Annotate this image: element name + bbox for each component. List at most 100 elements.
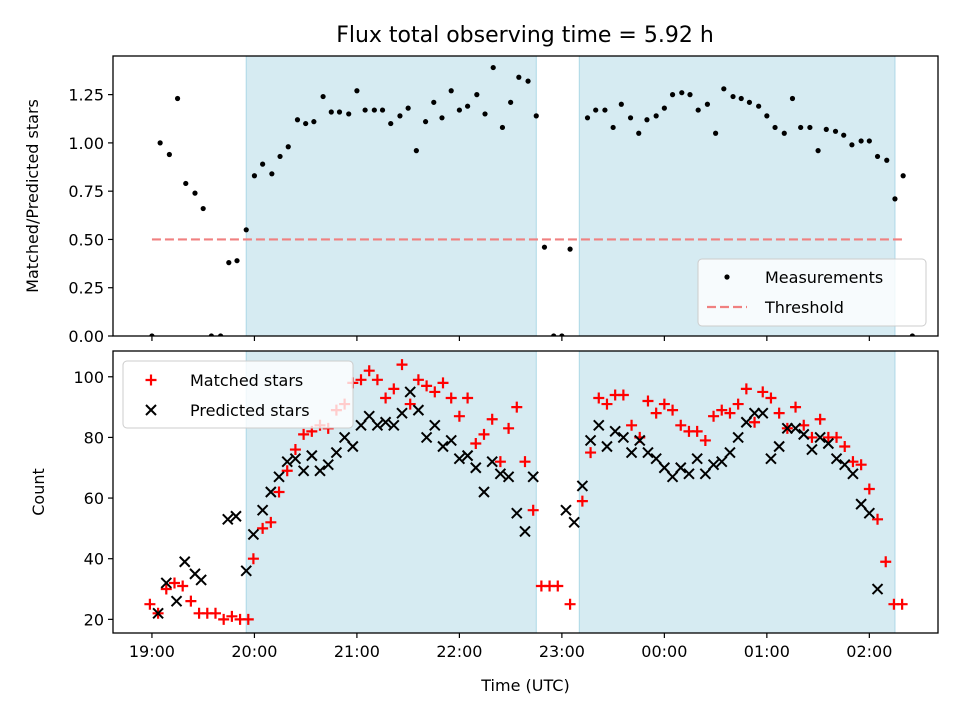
- measurement-point: [464, 103, 471, 109]
- measurement-point: [525, 78, 531, 84]
- matched-star-point: [740, 383, 752, 395]
- predicted-star-point: [247, 528, 260, 541]
- predicted-star-point: [330, 446, 343, 459]
- legend-label-measurements: Measurements: [765, 268, 883, 287]
- matched-star-point: [576, 495, 588, 507]
- measurement-point: [183, 180, 189, 187]
- matched-star-point: [168, 577, 180, 589]
- measurement-point: [157, 140, 163, 146]
- matched-star-point: [281, 465, 293, 477]
- predicted-star-point: [453, 452, 466, 465]
- matched-star-point: [708, 410, 720, 422]
- matched-star-point: [380, 392, 392, 404]
- y-tick-label: 0.25: [68, 279, 104, 298]
- measurement-point: [593, 107, 599, 113]
- predicted-star-point: [748, 407, 761, 419]
- measurement-point: [841, 132, 847, 138]
- measurement-point: [832, 128, 839, 134]
- matched-star-point: [601, 398, 613, 410]
- matched-star-point: [896, 598, 908, 610]
- predicted-star-point: [683, 468, 695, 480]
- matched-star-point: [421, 380, 433, 392]
- matched-star-point: [355, 374, 367, 386]
- measurement-point: [439, 115, 445, 121]
- measurement-point: [234, 258, 240, 264]
- measurement-point: [516, 74, 522, 80]
- matched-star-point: [289, 444, 301, 456]
- predicted-star-point: [822, 437, 835, 450]
- matched-star-point: [445, 392, 457, 404]
- measurement-point: [874, 153, 881, 160]
- matched-star-point: [658, 398, 670, 410]
- predicted-star-point: [412, 404, 425, 416]
- predicted-star-point: [461, 449, 474, 462]
- measurement-point: [636, 130, 642, 136]
- matched-star-point: [273, 486, 285, 498]
- measurement-point: [644, 117, 650, 123]
- matched-star-point: [585, 447, 597, 459]
- predicted-star-point: [494, 468, 507, 480]
- measurement-point: [815, 148, 821, 154]
- predicted-star-point: [773, 440, 785, 453]
- matched-star-point: [527, 504, 539, 516]
- measurement-point: [618, 101, 624, 107]
- matched-star-point: [363, 365, 375, 377]
- matched-star-point: [675, 419, 687, 431]
- predicted-star-point: [560, 504, 572, 516]
- measurement-point: [900, 173, 906, 179]
- measurement-point: [661, 105, 667, 111]
- predicted-star-point: [445, 434, 457, 447]
- matched-star-point: [839, 441, 851, 453]
- matched-star-point: [626, 419, 638, 431]
- y-tick-label: 20: [84, 610, 104, 629]
- measurement-point: [474, 92, 480, 98]
- matched-star-point: [564, 598, 576, 610]
- predicted-star-point: [527, 471, 539, 483]
- measurement-point: [354, 88, 360, 94]
- predicted-star-point: [230, 510, 242, 522]
- predicted-star-point: [789, 422, 802, 435]
- predicted-star-point: [486, 455, 498, 468]
- measurement-point: [294, 117, 301, 123]
- x-tick-label: 00:00: [641, 642, 687, 661]
- legend-matched-marker: [145, 374, 157, 386]
- y-tick-label: 80: [84, 428, 104, 447]
- measurement-point: [567, 246, 573, 252]
- measurement-point: [200, 205, 206, 212]
- measurement-point: [174, 95, 181, 102]
- matched-star-point: [226, 610, 238, 622]
- y-tick-label: 1.25: [68, 86, 104, 105]
- matched-star-point: [396, 359, 408, 371]
- predicted-star-point: [798, 428, 810, 441]
- predicted-star-point: [195, 574, 207, 586]
- matched-star-point: [478, 428, 490, 440]
- legend-measurement-marker: [724, 274, 730, 280]
- predicted-star-point: [609, 425, 621, 438]
- axes-frame: [112, 55, 939, 337]
- measurement-point: [362, 107, 368, 113]
- measurement-point: [533, 113, 539, 119]
- predicted-star-point: [601, 440, 613, 453]
- y-tick-label: 60: [84, 489, 104, 508]
- predicted-star-point: [470, 462, 482, 474]
- measurement-point: [713, 130, 719, 136]
- matched-star-point: [749, 416, 761, 428]
- legend-box: [697, 258, 927, 327]
- measurement-point: [166, 151, 172, 158]
- matched-star-point: [798, 419, 810, 431]
- observing-window-band: [578, 351, 896, 633]
- predicted-star-point: [265, 486, 277, 498]
- measurement-point: [541, 244, 548, 250]
- matched-star-point: [519, 456, 531, 468]
- x-tick-label: 22:00: [436, 642, 482, 661]
- matched-star-point: [185, 595, 197, 607]
- measurement-point: [756, 103, 762, 109]
- predicted-star-point: [273, 471, 285, 483]
- measurement-point: [226, 260, 232, 266]
- predicted-star-point: [240, 565, 252, 577]
- measurement-point: [397, 113, 403, 119]
- matched-star-point: [699, 434, 711, 446]
- measurement-point: [721, 86, 727, 92]
- measurement-point: [482, 111, 488, 117]
- top-panel: 0.00 0.25 0.50 0.75 1.00 1.25 Matched/Predicte…: [23, 55, 939, 346]
